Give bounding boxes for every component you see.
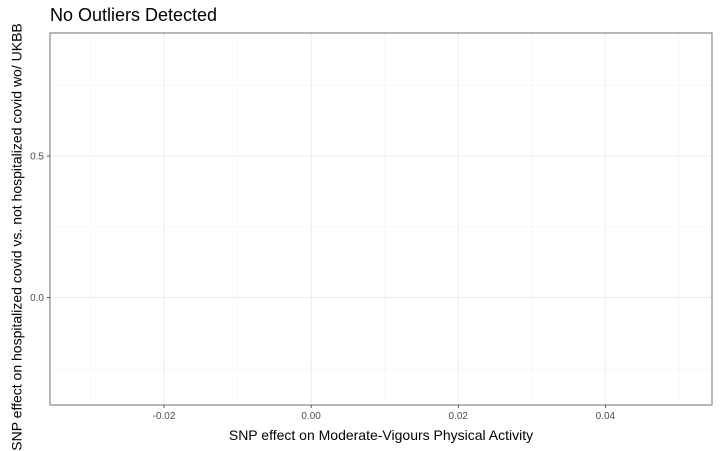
- x-tick-label-2: 0.02: [448, 411, 468, 422]
- x-axis-title: SNP effect on Moderate-Vigours Physical …: [229, 427, 533, 443]
- y-tick-label-0: 0.0: [30, 293, 44, 304]
- y-axis-title: SNP effect on hospitalized covid vs. not…: [9, 23, 25, 451]
- x-tick-label-0: -0.02: [153, 411, 176, 422]
- x-tick-label-3: 0.04: [596, 411, 616, 422]
- major-gridlines: [50, 33, 712, 405]
- y-axis-ticks: 0.0 0.5: [30, 152, 50, 304]
- plot-panel: [49, 32, 713, 406]
- x-axis-ticks: -0.02 0.00 0.02 0.04: [153, 405, 616, 422]
- minor-gridlines: [50, 33, 712, 405]
- chart-title: No Outliers Detected: [50, 5, 217, 25]
- y-tick-label-1: 0.5: [30, 152, 44, 163]
- x-tick-label-1: 0.00: [301, 411, 321, 422]
